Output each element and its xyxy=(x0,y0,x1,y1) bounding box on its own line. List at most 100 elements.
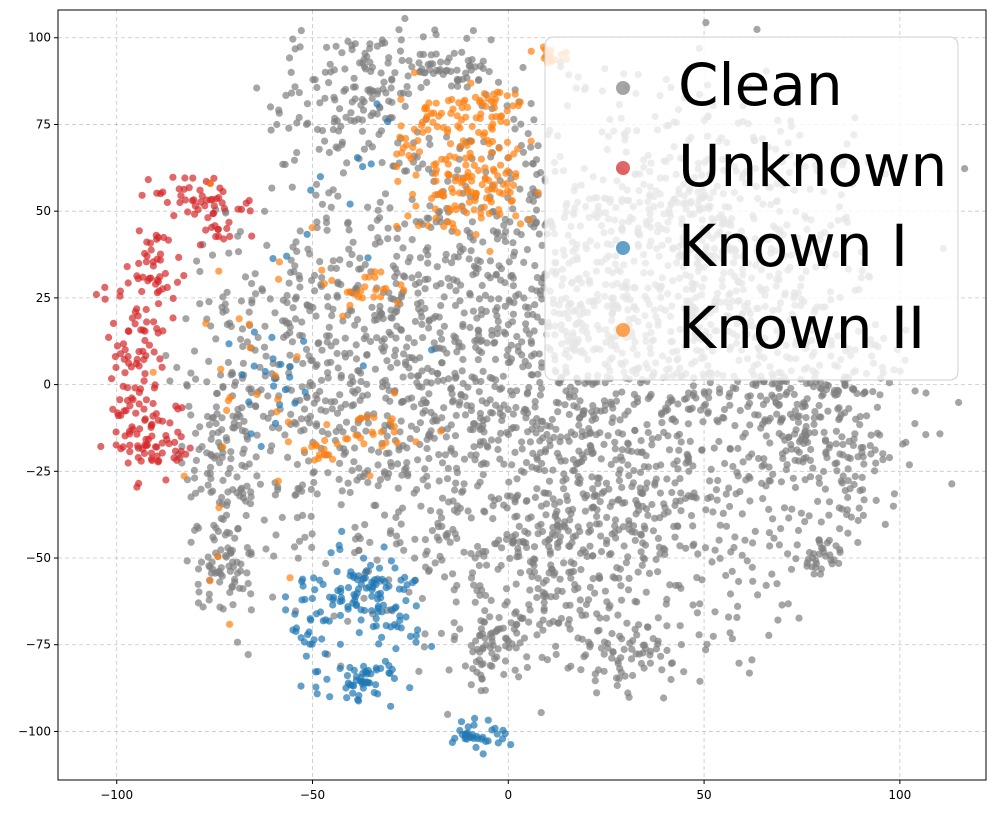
point-clean xyxy=(422,246,430,255)
point-clean xyxy=(479,471,487,479)
point-clean xyxy=(604,432,612,440)
point-clean xyxy=(351,40,359,48)
point-clean xyxy=(660,694,668,702)
point-clean xyxy=(295,537,304,545)
point-clean xyxy=(425,454,433,463)
point-clean xyxy=(312,312,320,320)
point-clean xyxy=(381,511,389,519)
point-clean xyxy=(413,425,421,434)
point-clean xyxy=(836,548,844,556)
point-clean xyxy=(677,507,685,515)
point-unknown xyxy=(116,350,125,358)
point-clean xyxy=(712,486,721,494)
point-clean xyxy=(218,414,226,422)
point-known-ii xyxy=(180,472,188,480)
point-known-i xyxy=(286,373,294,381)
point-clean xyxy=(251,402,260,410)
point-clean xyxy=(526,606,534,614)
point-known-i xyxy=(316,608,325,616)
point-known-i xyxy=(351,593,359,601)
point-clean xyxy=(436,329,444,337)
point-clean xyxy=(523,653,531,661)
point-clean xyxy=(465,255,473,263)
point-clean xyxy=(393,252,401,260)
point-clean xyxy=(239,342,247,351)
point-known-ii xyxy=(457,116,466,124)
point-clean xyxy=(833,467,841,475)
point-clean xyxy=(689,522,697,530)
point-clean xyxy=(817,565,826,573)
point-clean xyxy=(873,403,882,411)
point-clean xyxy=(317,406,325,414)
point-unknown xyxy=(112,441,120,449)
point-clean xyxy=(360,335,368,343)
point-clean xyxy=(550,433,558,441)
point-known-i xyxy=(473,732,481,740)
point-known-ii xyxy=(226,393,234,402)
point-known-ii xyxy=(274,477,282,485)
point-known-ii xyxy=(418,121,426,129)
point-clean xyxy=(666,581,674,589)
point-clean xyxy=(283,331,291,339)
point-known-ii xyxy=(370,413,378,421)
point-unknown xyxy=(149,399,157,408)
point-unknown xyxy=(184,208,192,216)
point-clean xyxy=(337,122,345,130)
point-clean xyxy=(214,527,222,536)
point-clean xyxy=(404,258,412,266)
point-unknown xyxy=(142,435,150,443)
point-clean xyxy=(219,605,227,613)
legend-marker-unknown xyxy=(616,161,630,175)
point-known-ii xyxy=(377,268,385,276)
point-clean xyxy=(374,461,382,469)
point-clean xyxy=(474,356,482,364)
point-clean xyxy=(793,541,801,549)
point-clean xyxy=(560,559,568,567)
point-clean xyxy=(205,421,213,429)
point-unknown xyxy=(234,205,242,213)
point-known-i xyxy=(361,574,369,582)
point-clean xyxy=(812,556,820,565)
point-clean xyxy=(721,459,729,468)
point-known-ii xyxy=(223,406,231,414)
point-clean xyxy=(395,446,403,454)
point-clean xyxy=(327,342,335,350)
point-clean xyxy=(658,419,666,427)
point-clean xyxy=(272,531,280,539)
point-unknown xyxy=(202,226,210,234)
point-clean xyxy=(503,530,511,539)
point-known-i xyxy=(303,230,311,238)
point-known-i xyxy=(414,626,422,634)
point-clean xyxy=(424,275,432,283)
point-known-ii xyxy=(437,427,445,435)
point-clean xyxy=(380,78,388,86)
point-known-ii xyxy=(300,446,308,454)
point-clean xyxy=(502,585,511,593)
point-clean xyxy=(451,486,459,494)
point-clean xyxy=(497,265,505,273)
point-clean xyxy=(396,539,404,547)
point-clean xyxy=(486,373,494,382)
point-clean xyxy=(183,557,191,565)
point-clean xyxy=(505,478,513,486)
point-clean xyxy=(244,579,252,588)
point-clean xyxy=(473,668,481,676)
point-clean xyxy=(657,652,665,660)
point-known-ii xyxy=(320,451,328,459)
point-known-ii xyxy=(449,105,457,113)
point-clean xyxy=(427,51,435,59)
point-clean xyxy=(370,501,378,509)
point-clean xyxy=(291,262,299,270)
point-clean xyxy=(236,567,245,575)
point-clean xyxy=(411,317,419,326)
point-clean xyxy=(237,560,245,568)
point-clean xyxy=(334,192,342,200)
point-clean xyxy=(419,160,427,168)
point-clean xyxy=(453,534,461,543)
point-clean xyxy=(595,574,604,582)
point-clean xyxy=(567,574,575,582)
point-clean xyxy=(576,413,584,422)
point-clean xyxy=(447,384,456,392)
point-clean xyxy=(478,675,486,683)
point-clean xyxy=(437,302,445,310)
